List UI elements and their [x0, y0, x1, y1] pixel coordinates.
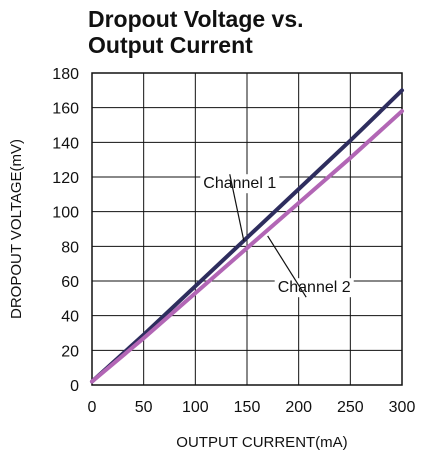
tick-labels: 0 50 100 150 200 250 300 0 20 40 60 80 100 120 140 160 1…	[52, 66, 415, 416]
x-tick-label: 100	[182, 399, 209, 416]
y-tick-label: 100	[52, 205, 79, 222]
chart-title-line-2: Output Current	[88, 32, 253, 58]
x-tick-label: 50	[135, 399, 153, 416]
series-line-1	[90, 88, 404, 384]
series-lines	[90, 88, 404, 384]
annotation-background-1	[200, 174, 280, 194]
annotations: Channel 1 Channel 2	[200, 174, 354, 298]
x-tick-label: 200	[285, 399, 312, 416]
y-tick-label: 20	[61, 343, 79, 360]
x-tick-label: 300	[389, 399, 416, 416]
x-tick-label: 250	[337, 399, 364, 416]
annotation-label-1: Channel 1	[203, 175, 276, 192]
y-tick-label: 180	[52, 66, 79, 83]
y-tick-label: 140	[52, 135, 79, 152]
y-tick-label: 80	[61, 239, 79, 256]
y-tick-label: 60	[61, 274, 79, 291]
chart-title: Dropout Voltage vs. Output Current	[88, 6, 418, 58]
x-tick-label: 150	[234, 399, 261, 416]
annotation-label-2: Channel 2	[278, 279, 351, 296]
annotation-background-2	[274, 278, 354, 298]
y-tick-label: 0	[70, 378, 79, 395]
y-tick-label: 120	[52, 170, 79, 187]
y-axis-label: DROPOUT VOLTAGE(mV)	[8, 139, 25, 319]
chart-title-line-1: Dropout Voltage vs.	[88, 6, 304, 32]
x-axis-label: OUTPUT CURRENT(mA)	[176, 434, 347, 451]
annotation-leader-1	[229, 174, 245, 242]
annotation-leader-2	[267, 235, 307, 298]
x-tick-label: 0	[88, 399, 97, 416]
plot-frame	[91, 72, 403, 386]
y-tick-label: 160	[52, 101, 79, 118]
series-line-2	[90, 109, 404, 384]
y-tick-label: 40	[61, 309, 79, 326]
